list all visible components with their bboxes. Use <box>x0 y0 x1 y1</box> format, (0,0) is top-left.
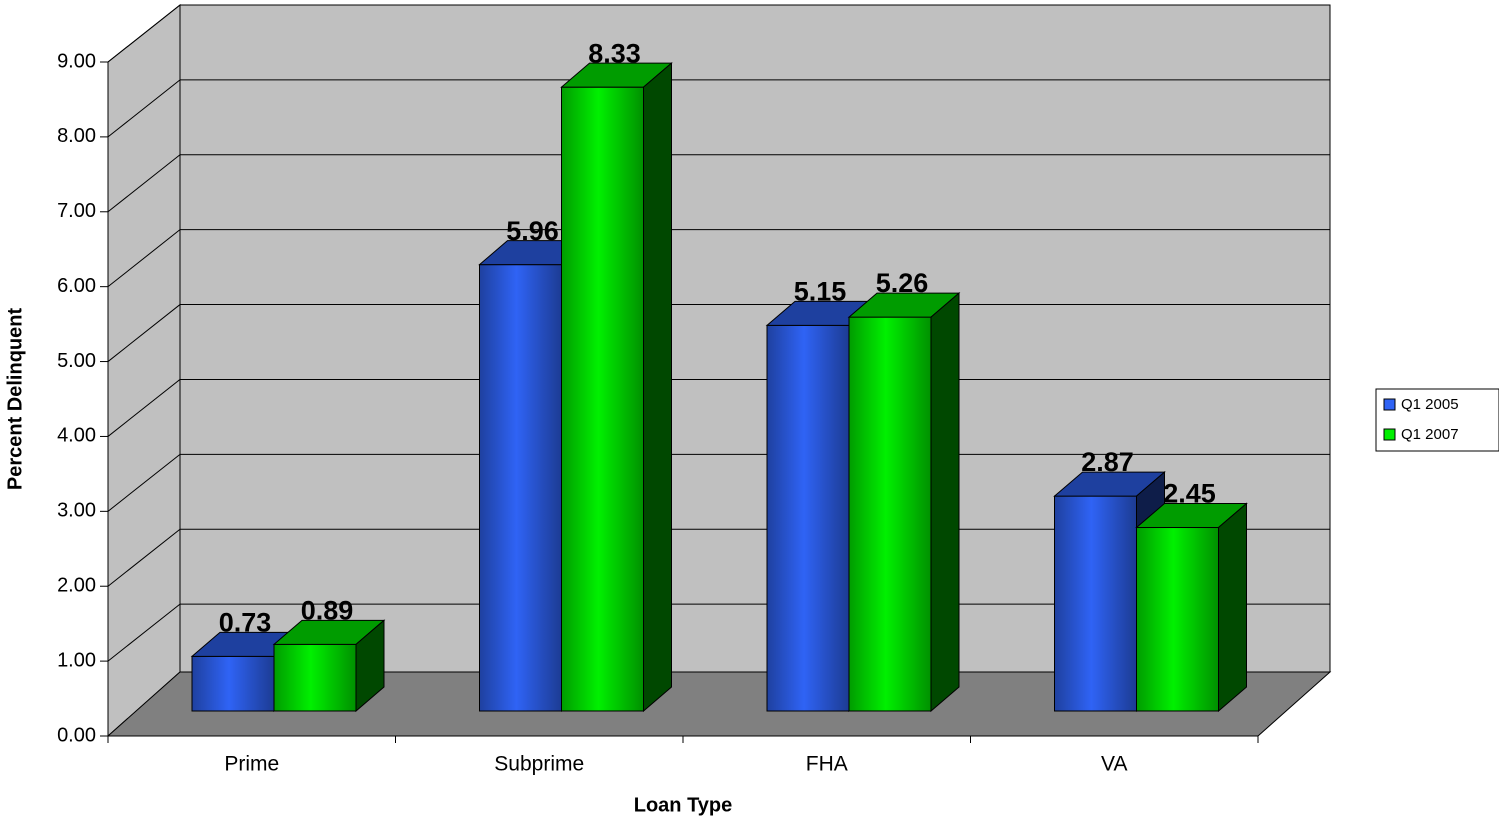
legend-swatch <box>1383 428 1396 441</box>
plot-walls <box>106 3 1332 738</box>
value-label: 0.73 <box>219 607 272 637</box>
y-tick-label: 5.00 <box>57 350 96 372</box>
legend-label: Q1 2007 <box>1401 426 1459 443</box>
bar-top-shade <box>1054 472 1165 497</box>
bar-top-shade <box>1136 503 1247 528</box>
bar-side-shade <box>356 620 384 711</box>
bar-shade <box>274 644 356 711</box>
bar-shade <box>192 656 274 711</box>
bar-top-shade <box>561 63 672 88</box>
grid-line <box>107 379 181 437</box>
y-tick-label: 8.00 <box>57 125 96 147</box>
bar-shade <box>479 264 562 711</box>
y-tick-label: 2.00 <box>57 575 96 597</box>
x-axis-title: Loan Type <box>634 794 733 816</box>
bar-side-shade <box>1218 503 1247 711</box>
grid-line <box>107 603 181 662</box>
y-tick-label: 6.00 <box>57 275 96 297</box>
bar-shade <box>561 87 644 712</box>
legend-swatch <box>1383 398 1396 411</box>
bar-shade <box>1136 527 1219 711</box>
grid-line <box>107 528 181 587</box>
y-axis-title: Percent Delinquent <box>4 308 26 491</box>
grid-line <box>107 304 181 362</box>
side-wall <box>107 3 181 738</box>
bar <box>560 62 673 713</box>
x-tick-label: VA <box>1101 753 1127 776</box>
value-label: 2.45 <box>1163 479 1216 509</box>
value-label: 5.26 <box>876 268 929 298</box>
grid-line <box>107 154 181 213</box>
bar <box>1135 502 1248 713</box>
bar-shade <box>849 317 931 711</box>
legend-box <box>1375 388 1499 452</box>
bar-top-shade <box>274 620 384 645</box>
grid-line <box>107 453 181 512</box>
y-tick-label: 1.00 <box>57 649 96 671</box>
value-label: 8.33 <box>588 38 641 68</box>
value-label: 2.87 <box>1081 447 1134 477</box>
x-tick-label: Subprime <box>494 753 584 776</box>
value-label: 0.89 <box>301 595 354 625</box>
bar-shade <box>767 325 849 711</box>
y-tick-label: 3.00 <box>57 500 96 522</box>
value-label: 5.15 <box>794 276 847 306</box>
bar-side-shade <box>931 293 959 711</box>
bar-side-shade <box>643 63 672 712</box>
x-tick-label: Prime <box>224 753 279 776</box>
y-tick-label: 9.00 <box>57 50 96 72</box>
bar <box>272 619 386 713</box>
y-tick-label: 0.00 <box>57 724 96 746</box>
legend-label: Q1 2005 <box>1401 396 1459 413</box>
y-tick-label: 7.00 <box>57 200 96 222</box>
grid-line <box>107 4 181 63</box>
x-tick-label: FHA <box>806 753 848 776</box>
grid-line <box>107 229 181 288</box>
bar-shade <box>1054 496 1137 711</box>
value-label: 5.96 <box>506 216 559 246</box>
bar <box>847 291 961 713</box>
grid-line <box>107 79 181 138</box>
y-tick-label: 4.00 <box>57 425 96 447</box>
bar-top-shade <box>849 293 959 318</box>
